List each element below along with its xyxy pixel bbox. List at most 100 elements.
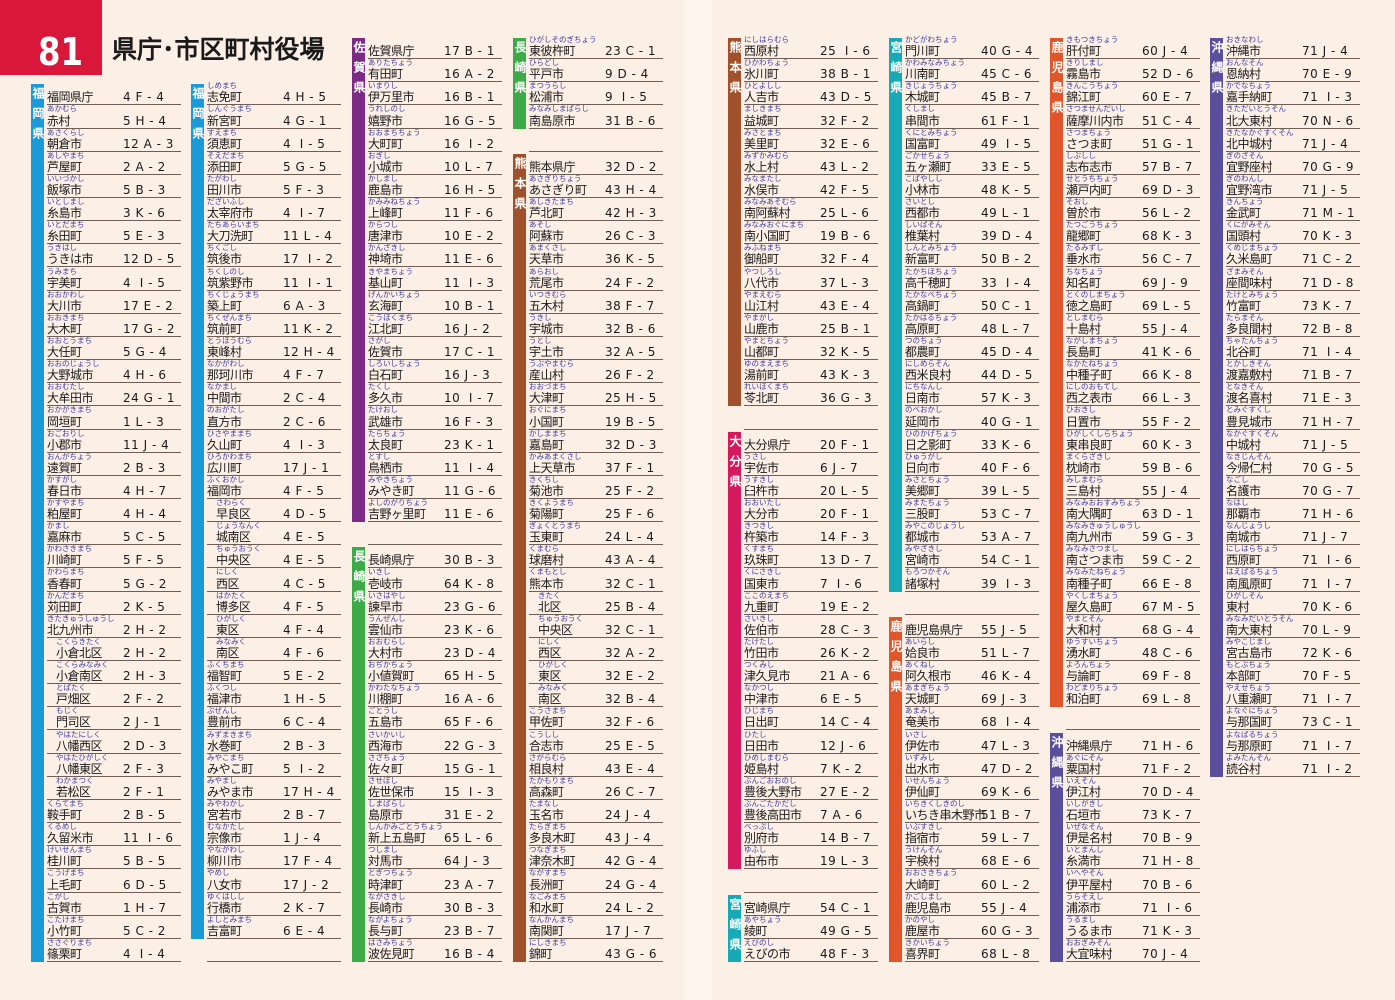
map-reference: 71 I - 4: [1302, 345, 1353, 360]
municipality-entry: あらおし 荒尾市 24 F - 2: [529, 267, 663, 291]
reading-ruby: みまたちょう: [905, 498, 950, 507]
municipality-name: 宜野座村: [1226, 159, 1273, 174]
municipality-name: 水上村: [744, 159, 779, 174]
reading-ruby: はえばるちょう: [1226, 567, 1279, 577]
map-reference: 10 E - 2: [444, 229, 495, 244]
municipality-entry: にしはらむら 西原村 25 I - 6: [744, 35, 878, 60]
municipality-name: 竹田市: [744, 646, 779, 661]
municipality-entry: いとまんし 糸満市 71 H - 8: [1066, 846, 1200, 870]
municipality-entry: なかがわし 那珂川市 4 F - 7: [207, 360, 341, 384]
map-reference: 71 I - 7: [1302, 738, 1353, 753]
reading-ruby: きたきゅうしゅうし: [47, 613, 115, 623]
municipality-entry: 長崎県庁 30 B - 3: [368, 545, 502, 569]
reading-ruby: やまがし: [744, 312, 774, 322]
map-reference: 25 H - 5: [605, 391, 657, 406]
municipality-entry: おきなわし 沖縄市 71 J - 4: [1226, 36, 1360, 60]
municipality-name: 東区: [538, 669, 562, 684]
map-reference: 19 B - 5: [605, 414, 656, 429]
reading-ruby: ながよちょう: [368, 914, 413, 924]
map-reference: 68 E - 6: [981, 854, 1032, 869]
municipality-entry: だざいふし 太宰府市 4 I - 7: [207, 198, 341, 222]
municipality-entry: ひめしまむら 姫島村 7 K - 2: [744, 753, 878, 777]
municipality-name: 姶良市: [905, 646, 940, 661]
municipality-name: 南城市: [1226, 530, 1261, 545]
municipality-name: 山鹿市: [744, 321, 779, 336]
municipality-entry: いぶすきし 指宿市 59 L - 7: [905, 823, 1039, 847]
municipality-entry: うれしのし 嬉野市 16 G - 5: [368, 105, 502, 129]
map-reference: 51 C - 4: [1142, 113, 1194, 128]
map-reference: 39 I - 3: [981, 576, 1032, 591]
municipality-entry: かごしまし 鹿児島市 55 J - 4: [905, 892, 1039, 916]
map-reference: 64 J - 3: [444, 854, 491, 869]
reading-ruby: やまとちょう: [744, 335, 789, 345]
reading-ruby: いとだまち: [47, 220, 85, 230]
municipality-name: 宇土市: [529, 345, 564, 360]
reading-ruby: ふくちまち: [207, 660, 245, 670]
municipality-entry: みずまきまち 水巻町 2 B - 3: [207, 730, 341, 754]
prefecture-label: 鹿児島県: [1050, 38, 1064, 708]
municipality-entry: にしめらそん 西米良村 44 D - 5: [905, 360, 1039, 384]
reading-ruby: たらまそん: [1226, 312, 1264, 322]
municipality-name: 玖珠町: [744, 553, 779, 568]
reading-ruby: かでなちょう: [1226, 81, 1271, 91]
map-reference: 1 J - 4: [283, 831, 322, 846]
municipality-name: 産山村: [529, 368, 564, 383]
municipality-name: 芦屋町: [47, 159, 82, 174]
municipality-entry: みなまたし 水俣市 42 F - 5: [744, 174, 878, 199]
municipality-name: 北九州市: [47, 622, 94, 637]
municipality-name: 瀬戸内町: [1066, 183, 1113, 198]
reading-ruby: こくらみなみく: [56, 660, 109, 670]
municipality-entry: うぶやまむら 産山村 26 F - 2: [529, 360, 663, 384]
municipality-entry: おかがきまち 岡垣町 1 L - 3: [47, 406, 181, 430]
reading-ruby: ちくぜんまち: [207, 312, 252, 322]
municipality-entry: いぜなそん 伊是名村 70 B - 9: [1066, 823, 1200, 847]
municipality-entry: いえそん 伊江村 70 D - 4: [1066, 776, 1200, 800]
municipality-entry: くすまち 玖珠町 13 D - 7: [744, 545, 878, 569]
municipality-entry: くにがみそん 国頭村 70 K - 3: [1226, 221, 1360, 245]
municipality-name: 与那国町: [1226, 715, 1273, 730]
map-reference: 52 D - 6: [1142, 67, 1194, 82]
municipality-entry: よろんちょう 与論町 69 F - 8: [1066, 661, 1200, 685]
map-reference: 5 E - 2: [283, 669, 326, 684]
map-reference: 43 E - 4: [605, 761, 656, 776]
map-reference: 40 G - 4: [981, 44, 1033, 59]
municipality-name: 博多区: [216, 599, 251, 614]
reading-ruby: おおきまち: [47, 312, 85, 322]
reading-ruby: おんなそん: [1226, 58, 1264, 68]
reading-ruby: ひろかわまち: [207, 451, 252, 461]
map-reference: 11 F - 6: [444, 206, 494, 221]
reading-ruby: あさくらし: [47, 127, 85, 137]
map-reference: 6 D - 5: [123, 877, 167, 892]
municipality-name: 菊池市: [529, 483, 564, 498]
municipality-entry: つしまし 対馬市 64 J - 3: [368, 846, 502, 870]
municipality-name: えびの市: [744, 946, 791, 961]
municipality-name: 宇佐市: [744, 460, 779, 475]
map-reference: 39 D - 4: [981, 229, 1033, 244]
map-reference: 24 G - 4: [605, 877, 657, 892]
reading-ruby: かすやまち: [47, 498, 85, 507]
map-reference: 71 H - 6: [1302, 507, 1354, 522]
municipality-entry: はえばるちょう 南風原町 71 I - 7: [1226, 567, 1360, 592]
municipality-entry: こがし 古賀市 1 H - 7: [47, 892, 181, 916]
municipality-name: 渡名喜村: [1226, 391, 1273, 406]
municipality-entry: きもつきちょう 肝付町 60 J - 4: [1066, 36, 1200, 60]
reading-ruby: なかつし: [744, 683, 774, 693]
municipality-entry: おおぎみそん 大宜味村 70 J - 4: [1066, 938, 1200, 962]
municipality-name: 遠賀町: [47, 460, 82, 475]
reading-ruby: みやざきし: [905, 544, 943, 554]
map-reference: 11 I - 6: [123, 831, 174, 846]
map-reference: 19 E - 2: [820, 599, 871, 614]
municipality-entry: くにさきし 国東市 7 I - 6: [744, 568, 878, 592]
municipality-entry: こうほくまち 江北町 16 J - 2: [368, 313, 502, 337]
reading-ruby: なかまし: [207, 382, 237, 392]
map-reference: 68 K - 3: [1142, 229, 1193, 244]
reading-ruby: くらてまち: [47, 798, 84, 808]
reading-ruby: いしがきし: [1066, 798, 1104, 808]
municipality-name: 佐賀県庁: [368, 44, 415, 59]
reading-ruby: やながわし: [207, 845, 245, 855]
municipality-name: 唐津市: [368, 229, 403, 244]
municipality-name: 玉名市: [529, 808, 564, 823]
map-reference: 11 I - 4: [444, 460, 495, 475]
map-reference: 50 B - 2: [981, 252, 1032, 267]
reading-ruby: にしはらむら: [744, 35, 789, 44]
